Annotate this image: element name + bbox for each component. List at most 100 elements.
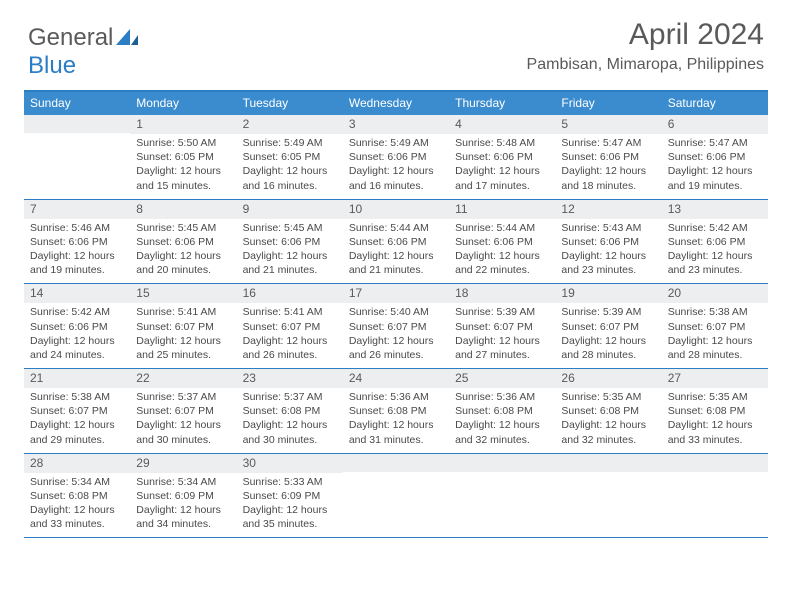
day-number: 28 (24, 454, 130, 473)
title-block: April 2024 Pambisan, Mimaropa, Philippin… (527, 18, 764, 74)
day-body: Sunrise: 5:38 AMSunset: 6:07 PMDaylight:… (24, 388, 130, 447)
sunset-text: Sunset: 6:06 PM (561, 235, 655, 249)
sunset-text: Sunset: 6:07 PM (136, 404, 230, 418)
day-number: 7 (24, 200, 130, 219)
brand-sail-icon (116, 29, 138, 50)
daylight-text: Daylight: 12 hours and 30 minutes. (243, 418, 337, 446)
day-cell: 15Sunrise: 5:41 AMSunset: 6:07 PMDayligh… (130, 284, 236, 368)
sunrise-text: Sunrise: 5:47 AM (668, 136, 762, 150)
day-cell: 17Sunrise: 5:40 AMSunset: 6:07 PMDayligh… (343, 284, 449, 368)
day-number (24, 115, 130, 133)
day-cell: 24Sunrise: 5:36 AMSunset: 6:08 PMDayligh… (343, 369, 449, 453)
daylight-text: Daylight: 12 hours and 24 minutes. (30, 334, 124, 362)
dow-header: Monday (130, 92, 236, 115)
daylight-text: Daylight: 12 hours and 26 minutes. (243, 334, 337, 362)
day-body: Sunrise: 5:43 AMSunset: 6:06 PMDaylight:… (555, 219, 661, 278)
weeks-container: 1Sunrise: 5:50 AMSunset: 6:05 PMDaylight… (24, 115, 768, 538)
daylight-text: Daylight: 12 hours and 23 minutes. (668, 249, 762, 277)
daylight-text: Daylight: 12 hours and 19 minutes. (668, 164, 762, 192)
location-subtitle: Pambisan, Mimaropa, Philippines (527, 56, 764, 74)
day-cell: 23Sunrise: 5:37 AMSunset: 6:08 PMDayligh… (237, 369, 343, 453)
day-cell: 28Sunrise: 5:34 AMSunset: 6:08 PMDayligh… (24, 454, 130, 538)
sunset-text: Sunset: 6:07 PM (136, 320, 230, 334)
daylight-text: Daylight: 12 hours and 16 minutes. (349, 164, 443, 192)
sunset-text: Sunset: 6:08 PM (243, 404, 337, 418)
day-body: Sunrise: 5:39 AMSunset: 6:07 PMDaylight:… (555, 303, 661, 362)
sunset-text: Sunset: 6:05 PM (136, 150, 230, 164)
week-row: 21Sunrise: 5:38 AMSunset: 6:07 PMDayligh… (24, 369, 768, 454)
sunset-text: Sunset: 6:06 PM (668, 150, 762, 164)
sunset-text: Sunset: 6:06 PM (455, 150, 549, 164)
sunrise-text: Sunrise: 5:43 AM (561, 221, 655, 235)
day-number: 4 (449, 115, 555, 134)
day-body: Sunrise: 5:33 AMSunset: 6:09 PMDaylight:… (237, 473, 343, 532)
day-body: Sunrise: 5:49 AMSunset: 6:06 PMDaylight:… (343, 134, 449, 193)
sunset-text: Sunset: 6:05 PM (243, 150, 337, 164)
sunset-text: Sunset: 6:06 PM (30, 320, 124, 334)
sunset-text: Sunset: 6:06 PM (349, 235, 443, 249)
sunset-text: Sunset: 6:07 PM (30, 404, 124, 418)
day-cell: 3Sunrise: 5:49 AMSunset: 6:06 PMDaylight… (343, 115, 449, 199)
sunrise-text: Sunrise: 5:50 AM (136, 136, 230, 150)
day-number: 3 (343, 115, 449, 134)
daylight-text: Daylight: 12 hours and 21 minutes. (243, 249, 337, 277)
sunset-text: Sunset: 6:09 PM (136, 489, 230, 503)
day-number: 18 (449, 284, 555, 303)
daylight-text: Daylight: 12 hours and 15 minutes. (136, 164, 230, 192)
day-cell: 22Sunrise: 5:37 AMSunset: 6:07 PMDayligh… (130, 369, 236, 453)
sunset-text: Sunset: 6:08 PM (561, 404, 655, 418)
day-body: Sunrise: 5:48 AMSunset: 6:06 PMDaylight:… (449, 134, 555, 193)
sunrise-text: Sunrise: 5:40 AM (349, 305, 443, 319)
sunset-text: Sunset: 6:06 PM (349, 150, 443, 164)
day-body: Sunrise: 5:44 AMSunset: 6:06 PMDaylight:… (449, 219, 555, 278)
dow-header: Wednesday (343, 92, 449, 115)
day-cell: 14Sunrise: 5:42 AMSunset: 6:06 PMDayligh… (24, 284, 130, 368)
sunrise-text: Sunrise: 5:45 AM (243, 221, 337, 235)
day-cell: 5Sunrise: 5:47 AMSunset: 6:06 PMDaylight… (555, 115, 661, 199)
day-body: Sunrise: 5:36 AMSunset: 6:08 PMDaylight:… (449, 388, 555, 447)
sunset-text: Sunset: 6:08 PM (349, 404, 443, 418)
daylight-text: Daylight: 12 hours and 33 minutes. (668, 418, 762, 446)
sunrise-text: Sunrise: 5:38 AM (30, 390, 124, 404)
day-cell: 4Sunrise: 5:48 AMSunset: 6:06 PMDaylight… (449, 115, 555, 199)
sunrise-text: Sunrise: 5:44 AM (455, 221, 549, 235)
day-body: Sunrise: 5:38 AMSunset: 6:07 PMDaylight:… (662, 303, 768, 362)
day-cell: 27Sunrise: 5:35 AMSunset: 6:08 PMDayligh… (662, 369, 768, 453)
sunrise-text: Sunrise: 5:41 AM (136, 305, 230, 319)
day-cell: 18Sunrise: 5:39 AMSunset: 6:07 PMDayligh… (449, 284, 555, 368)
day-body: Sunrise: 5:50 AMSunset: 6:05 PMDaylight:… (130, 134, 236, 193)
day-cell: 12Sunrise: 5:43 AMSunset: 6:06 PMDayligh… (555, 200, 661, 284)
sunrise-text: Sunrise: 5:39 AM (561, 305, 655, 319)
day-body: Sunrise: 5:34 AMSunset: 6:08 PMDaylight:… (24, 473, 130, 532)
daylight-text: Daylight: 12 hours and 34 minutes. (136, 503, 230, 531)
day-number: 16 (237, 284, 343, 303)
day-number: 15 (130, 284, 236, 303)
day-cell: 10Sunrise: 5:44 AMSunset: 6:06 PMDayligh… (343, 200, 449, 284)
day-cell: 26Sunrise: 5:35 AMSunset: 6:08 PMDayligh… (555, 369, 661, 453)
day-body: Sunrise: 5:35 AMSunset: 6:08 PMDaylight:… (555, 388, 661, 447)
day-body: Sunrise: 5:42 AMSunset: 6:06 PMDaylight:… (24, 303, 130, 362)
sunrise-text: Sunrise: 5:49 AM (243, 136, 337, 150)
dow-header: Sunday (24, 92, 130, 115)
day-body: Sunrise: 5:45 AMSunset: 6:06 PMDaylight:… (237, 219, 343, 278)
daylight-text: Daylight: 12 hours and 32 minutes. (561, 418, 655, 446)
day-cell (662, 454, 768, 538)
sunrise-text: Sunrise: 5:38 AM (668, 305, 762, 319)
day-body: Sunrise: 5:37 AMSunset: 6:07 PMDaylight:… (130, 388, 236, 447)
daylight-text: Daylight: 12 hours and 33 minutes. (30, 503, 124, 531)
day-number: 22 (130, 369, 236, 388)
day-body: Sunrise: 5:49 AMSunset: 6:05 PMDaylight:… (237, 134, 343, 193)
week-row: 28Sunrise: 5:34 AMSunset: 6:08 PMDayligh… (24, 454, 768, 539)
sunrise-text: Sunrise: 5:35 AM (561, 390, 655, 404)
sunrise-text: Sunrise: 5:42 AM (30, 305, 124, 319)
sunset-text: Sunset: 6:07 PM (561, 320, 655, 334)
day-number: 9 (237, 200, 343, 219)
day-number: 24 (343, 369, 449, 388)
day-cell (555, 454, 661, 538)
week-row: 7Sunrise: 5:46 AMSunset: 6:06 PMDaylight… (24, 200, 768, 285)
day-number: 30 (237, 454, 343, 473)
sunset-text: Sunset: 6:06 PM (136, 235, 230, 249)
brand-part2: Blue (28, 52, 76, 79)
daylight-text: Daylight: 12 hours and 28 minutes. (561, 334, 655, 362)
dow-header: Tuesday (237, 92, 343, 115)
